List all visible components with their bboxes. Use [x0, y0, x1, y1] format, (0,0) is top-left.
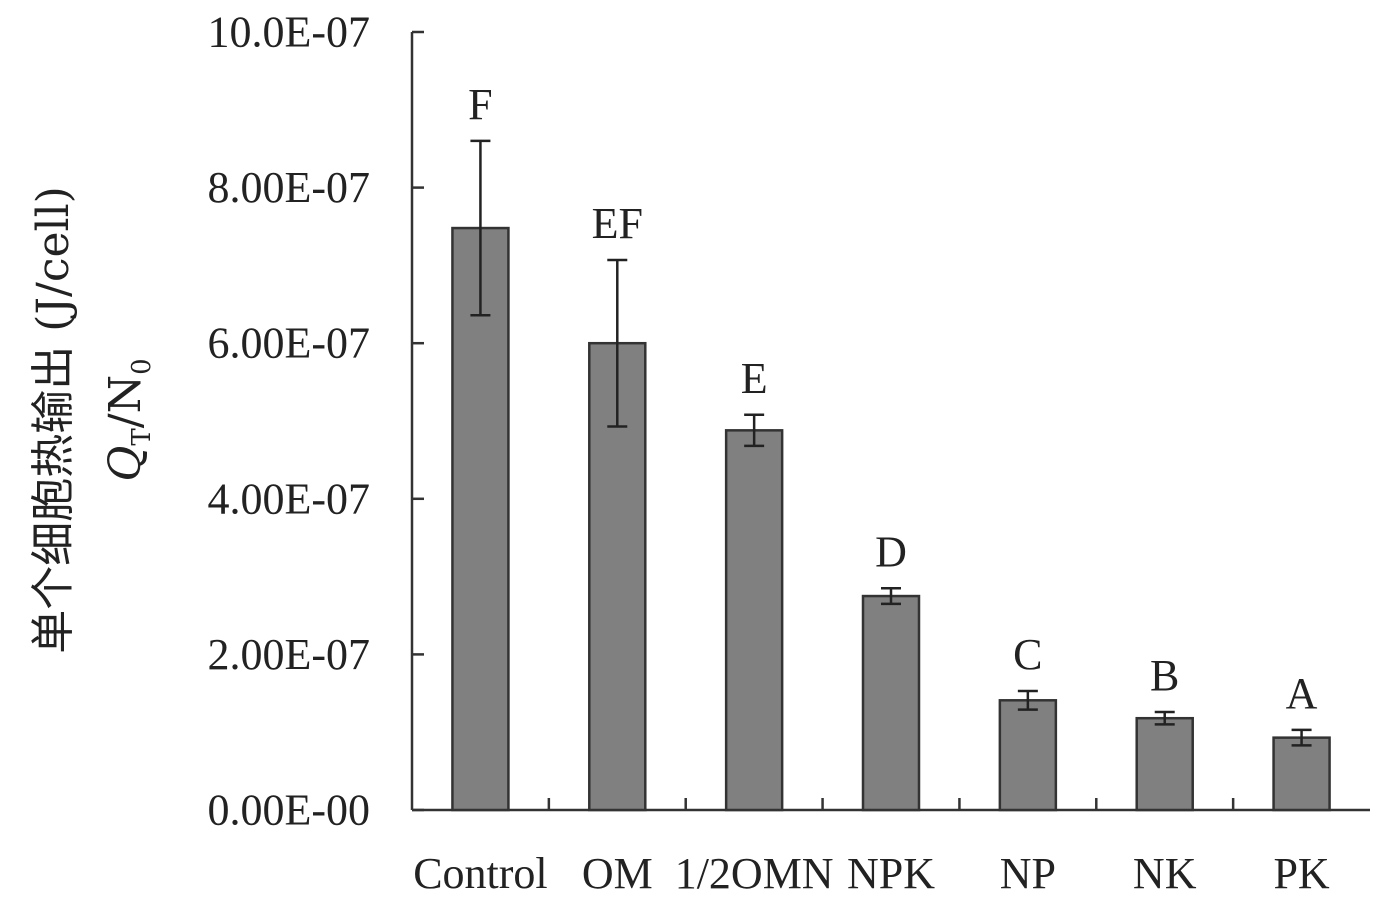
x-tick-label: NP: [1000, 849, 1056, 898]
x-tick-label: OM: [582, 849, 653, 898]
y-tick-label: 0.00E-00: [207, 786, 370, 835]
x-ticks: Control OM 1/2OMN NPK NP NK PK: [413, 798, 1330, 898]
y-axis-label-n: /N: [100, 375, 151, 428]
bar: [451, 226, 510, 812]
y-tick-label: 6.00E-07: [207, 319, 370, 368]
significance-label: B: [1150, 651, 1179, 700]
y-axis-label-line1: 单个细胞热输出 (J/cell): [28, 186, 79, 654]
y-tick-label: 2.00E-07: [207, 630, 370, 679]
y-ticks: 0.00E-00 2.00E-07 4.00E-07 6.00E-07 8.00E-07…: [207, 8, 424, 835]
bar: [998, 699, 1058, 812]
y-axis-label-sub-t: T: [127, 428, 157, 446]
significance-label: E: [741, 354, 768, 403]
significance-label: F: [468, 80, 492, 129]
significance-label: EF: [592, 199, 643, 248]
y-axis-label-sub-0: 0: [127, 358, 157, 375]
significance-label: D: [875, 527, 907, 576]
y-axis-label-line2: QT/N0: [100, 358, 157, 481]
significance-label: C: [1013, 630, 1042, 679]
bar: [724, 429, 784, 812]
x-tick-label: NPK: [847, 849, 935, 898]
y-axis-label: 单个细胞热输出 (J/cell) QT/N0: [28, 186, 157, 654]
y-axis-label-q: Q: [100, 446, 151, 482]
x-tick-label: NK: [1133, 849, 1197, 898]
bars: F EF E D C B A: [451, 80, 1331, 812]
bar: [1135, 716, 1194, 812]
x-tick-label: PK: [1273, 849, 1329, 898]
x-tick-label: Control: [413, 849, 547, 898]
x-tick-label: 1/2OMN: [675, 849, 834, 898]
significance-label: A: [1286, 669, 1318, 718]
y-tick-label: 8.00E-07: [207, 163, 370, 212]
y-tick-label: 10.0E-07: [207, 8, 370, 57]
y-tick-label: 4.00E-07: [207, 474, 370, 523]
bar: [861, 594, 921, 812]
bar: [1272, 736, 1331, 812]
